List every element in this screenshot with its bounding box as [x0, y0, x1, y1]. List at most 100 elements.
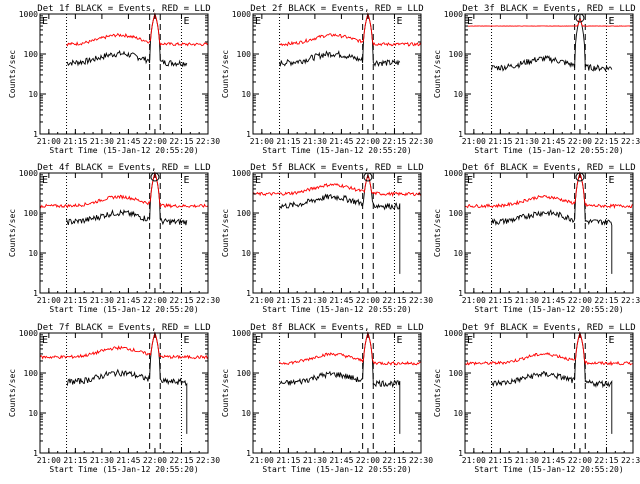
- x-axis-label: Start Time (15-Jan-12 20:55:20): [474, 465, 623, 474]
- lld-series-line: [252, 173, 422, 198]
- y-tick-label: 1000: [19, 10, 38, 19]
- lld-series-line: [39, 171, 209, 209]
- panel-det-2: Det 2f BLACK = Events, RED = LLD E E 1000 10…: [221, 4, 433, 155]
- x-tick-label: 21:15: [63, 137, 87, 146]
- x-tick-label: 21:00: [37, 296, 61, 305]
- plot-frame: [464, 332, 634, 454]
- x-tick-label: 21:15: [276, 137, 300, 146]
- events-series-line: [491, 331, 613, 434]
- x-tick-label: 21:45: [541, 456, 565, 465]
- x-tick-label: 21:00: [462, 137, 486, 146]
- x-tick-label: 22:00: [568, 137, 592, 146]
- x-tick-label: 22:30: [196, 137, 220, 146]
- y-axis-label: Counts/sec: [221, 50, 230, 98]
- x-tick-label: 22:15: [169, 456, 193, 465]
- x-tick-label: 22:15: [169, 296, 193, 305]
- x-tick-label: 21:45: [541, 296, 565, 305]
- panel-title: Det 9f BLACK = Events, RED = LLD: [462, 323, 635, 333]
- x-tick-label: 22:00: [143, 137, 167, 146]
- x-tick-label: 22:30: [409, 456, 433, 465]
- x-tick-label: 21:15: [276, 456, 300, 465]
- y-tick-label: 1000: [444, 10, 463, 19]
- x-tick-label: 22:30: [621, 456, 640, 465]
- marker-label-e: E: [608, 335, 614, 346]
- events-series-line: [66, 331, 188, 434]
- y-tick-label: 10: [453, 409, 463, 418]
- panel-title: Det 8f BLACK = Events, RED = LLD: [250, 323, 423, 333]
- lld-series-line: [464, 171, 634, 210]
- x-tick-label: 22:00: [568, 296, 592, 305]
- events-series-line: [279, 12, 401, 68]
- y-tick-label: 1: [246, 449, 251, 458]
- x-tick-label: 22:15: [382, 456, 406, 465]
- x-tick-label: 22:30: [621, 137, 640, 146]
- events-series-line: [279, 173, 401, 274]
- y-tick-label: 1: [458, 449, 463, 458]
- y-tick-label: 1000: [19, 329, 38, 338]
- plot-frame: [252, 172, 422, 294]
- y-tick-label: 100: [237, 369, 252, 378]
- marker-label-e: E: [467, 175, 473, 186]
- marker-label-e: E: [42, 16, 48, 27]
- y-tick-label: 1000: [232, 169, 251, 178]
- x-axis-label: Start Time (15-Jan-12 20:55:20): [262, 146, 411, 155]
- y-tick-label: 1: [246, 289, 251, 298]
- y-tick-label: 100: [237, 50, 252, 59]
- y-tick-label: 100: [449, 209, 464, 218]
- x-tick-label: 21:15: [488, 456, 512, 465]
- marker-label-e: E: [396, 16, 402, 27]
- x-tick-label: 21:45: [116, 296, 140, 305]
- y-axis-label: Counts/sec: [433, 209, 442, 257]
- lld-series-line: [279, 331, 422, 366]
- x-tick-label: 21:30: [90, 456, 114, 465]
- panel-det-8: Det 8f BLACK = Events, RED = LLD E E 1000 10…: [221, 323, 433, 474]
- marker-label-e: E: [255, 16, 261, 27]
- x-tick-label: 21:00: [37, 456, 61, 465]
- y-tick-label: 1000: [19, 169, 38, 178]
- x-tick-label: 21:45: [541, 137, 565, 146]
- lld-series-line: [66, 12, 209, 47]
- panel-det-7: Det 7f BLACK = Events, RED = LLD E E 1000 10…: [8, 323, 220, 474]
- x-tick-label: 21:15: [276, 296, 300, 305]
- y-axis-label: Counts/sec: [8, 50, 17, 98]
- y-axis-label: Counts/sec: [221, 209, 230, 257]
- panel-det-4: Det 4f BLACK = Events, RED = LLD E E 1000 10…: [8, 163, 220, 314]
- marker-label-e: E: [42, 175, 48, 186]
- plot-frame: [464, 172, 634, 294]
- x-tick-label: 22:00: [143, 456, 167, 465]
- x-tick-label: 21:45: [116, 137, 140, 146]
- y-tick-label: 1000: [232, 10, 251, 19]
- y-tick-label: 10: [28, 90, 38, 99]
- marker-label-e: E: [42, 335, 48, 346]
- plot-frame: [39, 172, 209, 294]
- x-tick-label: 21:30: [303, 456, 327, 465]
- y-tick-label: 10: [28, 409, 38, 418]
- x-tick-label: 21:15: [488, 137, 512, 146]
- x-tick-label: 22:15: [382, 137, 406, 146]
- marker-label-e: E: [255, 175, 261, 186]
- y-tick-label: 1: [33, 449, 38, 458]
- marker-label-e: E: [467, 16, 473, 27]
- x-axis-label: Start Time (15-Jan-12 20:55:20): [49, 146, 198, 155]
- panel-det-1: Det 1f BLACK = Events, RED = LLD E E 1000 10…: [8, 4, 220, 155]
- panel-title: Det 7f BLACK = Events, RED = LLD: [37, 323, 210, 333]
- y-tick-label: 100: [24, 209, 39, 218]
- marker-label-e: E: [396, 175, 402, 186]
- y-axis-label: Counts/sec: [8, 369, 17, 417]
- y-axis-label: Counts/sec: [433, 50, 442, 98]
- y-tick-label: 1: [246, 130, 251, 139]
- x-axis-label: Start Time (15-Jan-12 20:55:20): [262, 305, 411, 314]
- x-tick-label: 22:15: [594, 137, 618, 146]
- x-tick-label: 22:30: [196, 456, 220, 465]
- x-tick-label: 21:00: [250, 296, 274, 305]
- lld-series-line: [465, 16, 634, 27]
- x-tick-label: 22:00: [568, 456, 592, 465]
- lld-series-line: [39, 331, 209, 360]
- x-tick-label: 21:30: [303, 137, 327, 146]
- x-axis-label: Start Time (15-Jan-12 20:55:20): [262, 465, 411, 474]
- y-tick-label: 10: [453, 249, 463, 258]
- y-tick-label: 10: [453, 90, 463, 99]
- x-tick-label: 22:15: [382, 296, 406, 305]
- panel-title: Det 5f BLACK = Events, RED = LLD: [250, 163, 423, 173]
